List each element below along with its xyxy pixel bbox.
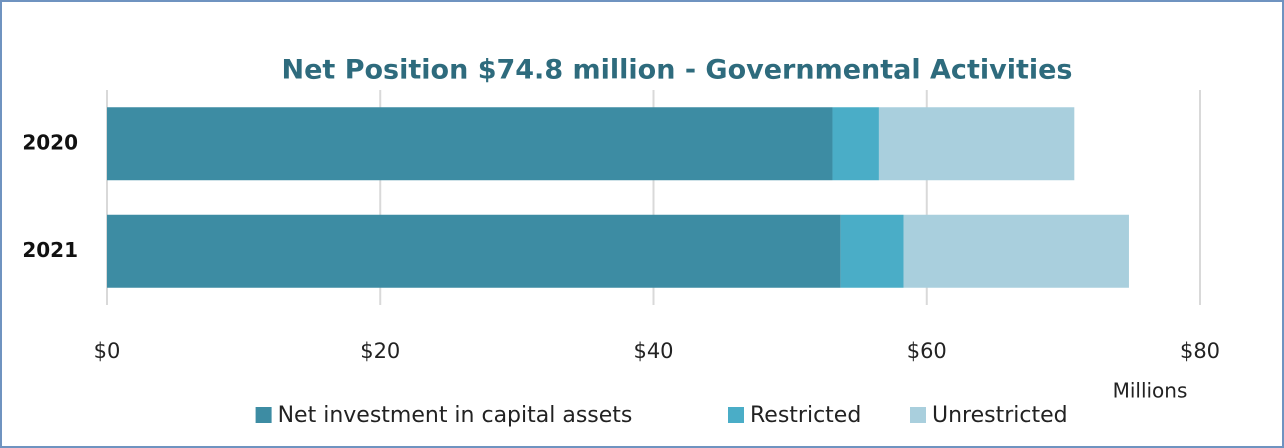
bar-segment [832, 107, 879, 181]
y-tick-label: 2020 [22, 130, 78, 154]
legend-swatch [728, 407, 744, 423]
legend-label: Unrestricted [932, 403, 1068, 428]
x-tick-label: $0 [94, 339, 121, 363]
x-tick-label: $80 [1180, 339, 1220, 363]
x-tick-label: $40 [633, 339, 673, 363]
legend-swatch [255, 407, 272, 423]
bar-segment [107, 107, 833, 181]
bar-segment [107, 214, 841, 288]
x-tick-label: $60 [907, 339, 947, 363]
x-tick-label: $20 [360, 339, 400, 363]
legend-label: Net investment in capital assets [278, 403, 633, 428]
bar-segment [878, 107, 1075, 181]
chart-title: Net Position $74.8 million - Governmenta… [281, 55, 1072, 86]
legend-swatch [910, 407, 926, 423]
bar-segment [840, 214, 904, 288]
axis-unit-label: Millions [1113, 379, 1188, 403]
bar-segment [903, 214, 1129, 288]
y-tick-label: 2021 [22, 238, 78, 262]
legend-label: Restricted [750, 403, 861, 428]
